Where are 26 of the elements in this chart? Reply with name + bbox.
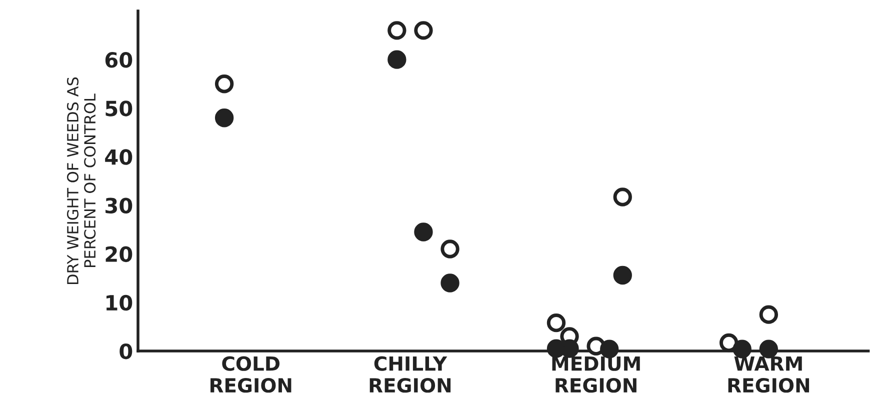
point [388, 50, 406, 69]
x-tick-label: MEDIUM REGION [552, 356, 640, 393]
point [546, 313, 566, 332]
y-tick-label: 20 [106, 246, 132, 262]
x-tick-label: COLD REGION [210, 356, 292, 393]
point [759, 305, 778, 324]
point [214, 74, 234, 94]
point [732, 340, 752, 358]
point [414, 222, 433, 242]
point [613, 188, 632, 206]
y-tick-label: 10 [106, 294, 132, 311]
point [388, 21, 406, 40]
y-tick-label: 50 [106, 100, 132, 116]
y-tick-label: 60 [105, 52, 132, 68]
x-tick-label: WARM REGION [728, 356, 810, 393]
y-tick-label: 30 [106, 198, 132, 214]
point [613, 266, 632, 285]
point [214, 108, 234, 128]
point [414, 21, 433, 40]
point [440, 240, 460, 258]
point [440, 274, 460, 292]
point [720, 333, 738, 352]
y-tick-label: 0 [120, 343, 132, 360]
x-tick-label: CHILLY REGION [370, 356, 451, 393]
y-tick-label: 40 [105, 149, 132, 165]
y-axis-title: DRY WEIGHT OF WEEDS AS PERCENT OF CONTROL [66, 77, 96, 284]
